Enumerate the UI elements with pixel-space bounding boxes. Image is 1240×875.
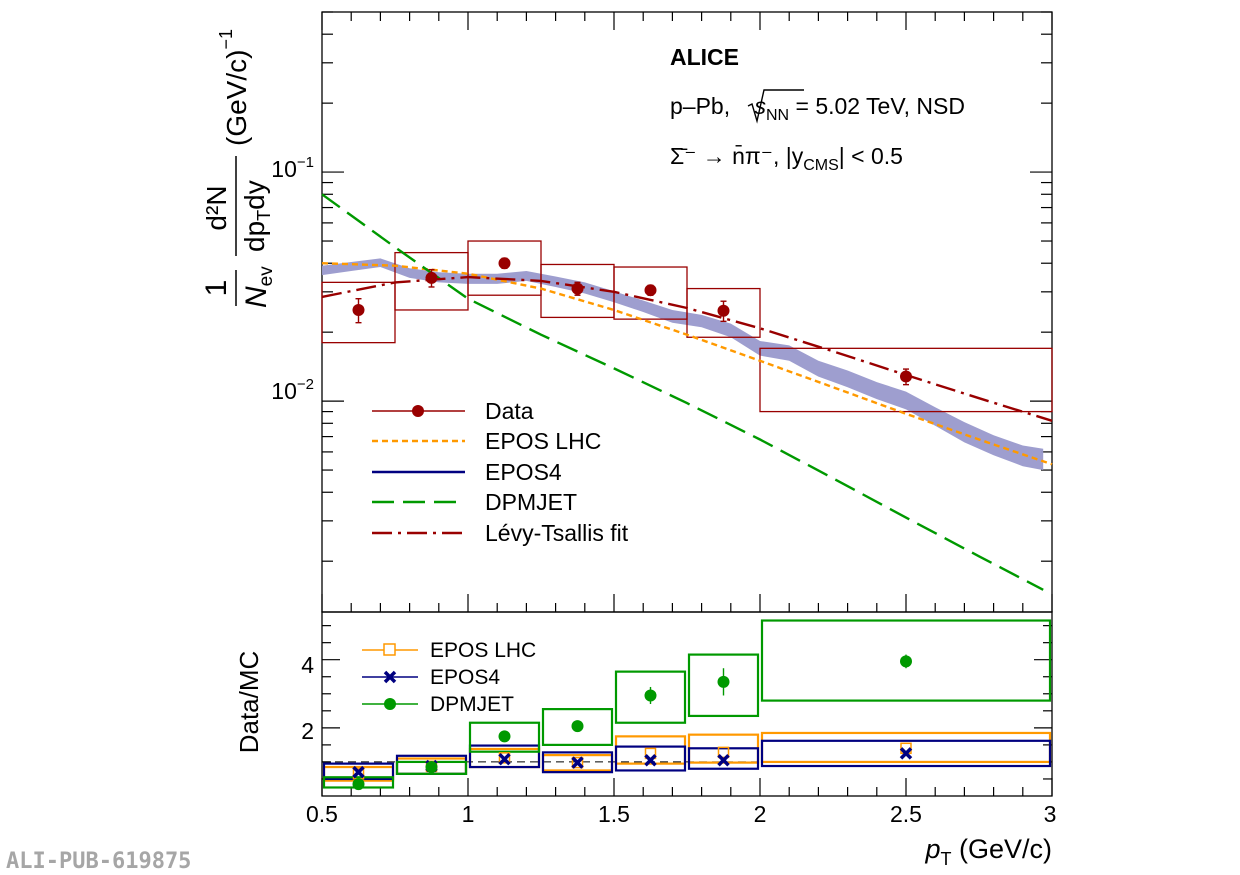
epos4-ratio-point [899, 747, 913, 760]
ratio-legend-item-epos-lhc: EPOS LHC [362, 639, 536, 662]
sqrt-sign [747, 89, 804, 124]
data-syst-box [686, 287, 761, 338]
x-axis-title: pT (GeV/c) [924, 834, 1052, 869]
experiment-label: ALICE [670, 44, 739, 70]
ratio-legend-item-epos4: EPOS4 [362, 666, 500, 689]
x-tick-label: 3 [1044, 801, 1057, 827]
dpmjet-ratio-syst-box [468, 721, 541, 753]
epos-lhc-ratio-point [717, 746, 730, 759]
epos4-ratio-syst-box [614, 745, 687, 772]
data-point [900, 370, 912, 383]
legend-label: DPMJET [485, 489, 577, 515]
x-tick-label: 1 [462, 801, 475, 827]
data-point [717, 304, 730, 317]
epos4-ratio-syst-box [687, 747, 760, 770]
legend-data-marker [412, 405, 424, 417]
legend-label: EPOS LHC [430, 639, 536, 662]
x-tick-labels: 0.5 1 1.5 2 2.5 3 [306, 801, 1056, 827]
y-title-den: dpTdy [239, 180, 274, 252]
dpmjet-ratio-point [425, 761, 438, 774]
legend-label: EPOS LHC [485, 428, 601, 454]
svg-text:p–Pb, sNN = 5.02 TeV, NSD: p–Pb, sNN = 5.02 TeV, NSD [670, 93, 965, 124]
dpmjet-curve [321, 193, 1044, 591]
legend-label: EPOS4 [485, 459, 562, 485]
ratio-tick-label: 4 [301, 652, 314, 678]
data-syst-box [321, 281, 396, 344]
dpmjet-ratio-point [717, 675, 730, 688]
x-tick-label: 2 [754, 801, 767, 827]
data-syst-box [759, 347, 1053, 413]
ratio-legend-item-dpmjet: DPMJET [362, 693, 514, 716]
legend-label: Lévy-Tsallis fit [485, 520, 629, 546]
dpmjet-ratio-point [644, 689, 657, 702]
legend-item-dpmjet: DPMJET [372, 489, 577, 515]
ratio-axis-title: Data/MC [234, 651, 264, 754]
y-tick-label: 10−2 [271, 376, 314, 404]
epos-lhc-ratio-point [498, 752, 511, 764]
open-square-marker [383, 643, 396, 656]
x-tick-label: 2.5 [890, 801, 922, 827]
legend-bottom: EPOS LHC EPOS4 DPMJET [362, 639, 536, 716]
y-title-units: (GeV/c)−1 [216, 29, 252, 146]
data-point [498, 257, 511, 270]
data-point [571, 282, 584, 295]
decay-channel-label: Σ̄⁻ → n̄π⁻, |yCMS| < 0.5 [670, 143, 903, 174]
legend-label: Data [485, 398, 534, 424]
x-tick-label: 0.5 [306, 801, 338, 827]
legend-top: Data EPOS LHC EPOS4 DPMJET Lévy-Tsallis … [372, 398, 629, 546]
collision-system-label: p–Pb, sNN = 5.02 TeV, NSD [670, 89, 965, 124]
epos-lhc-ratio-syst-box [760, 731, 1052, 764]
data-point [644, 284, 657, 297]
dpmjet-ratio-syst-box [760, 619, 1052, 702]
epos4-ratio-syst-box [760, 739, 1052, 768]
epos4-ratio-syst-box [541, 751, 614, 774]
dpmjet-ratio-point [352, 778, 365, 791]
y-title-one: 1 [200, 280, 233, 297]
epos4-ratio-point [498, 752, 511, 766]
epos4-ratio-syst-box [468, 744, 541, 769]
levy-tsallis-curve [321, 275, 1053, 422]
epos4-ratio-point [717, 753, 730, 767]
dpmjet-ratio-syst-box [541, 708, 614, 746]
epos4-ratio-point [352, 765, 365, 779]
legend-label: DPMJET [430, 693, 514, 716]
publication-id-watermark: ALI-PUB-619875 [6, 849, 191, 874]
legend-item-levy-tsallis: Lévy-Tsallis fit [372, 520, 629, 546]
data-point [425, 271, 438, 284]
x-tick-label: 1.5 [598, 801, 630, 827]
epos-lhc-ratio-point [571, 756, 584, 769]
dpmjet-ratio-syst-box [687, 653, 760, 718]
ratio-plot [322, 619, 1052, 791]
dpmjet-ratio-point [900, 655, 912, 668]
y-tick-label: 10−1 [271, 154, 314, 182]
dpmjet-ratio-point [571, 720, 584, 733]
data-point [352, 303, 365, 316]
legend-item-epos4: EPOS4 [372, 459, 562, 485]
legend-item-data: Data [372, 398, 534, 424]
cross-marker [383, 670, 397, 684]
bottom-panel-frame [321, 611, 1053, 797]
filled-circle-marker [384, 698, 396, 710]
epos4-band [322, 258, 1044, 471]
legend-label: EPOS4 [430, 666, 500, 689]
dpmjet-ratio-point [498, 730, 511, 743]
y-axis-title: 1 Nev d²N dpTdy (GeV/c)−1 [200, 29, 277, 308]
epos-lhc-curve [321, 262, 1053, 466]
legend-item-epos-lhc: EPOS LHC [372, 428, 601, 454]
epos4-ratio-point [644, 753, 657, 767]
dpmjet-ratio-syst-box [614, 670, 687, 724]
spectrum-plot [321, 193, 1053, 591]
y-title-num: d²N [201, 185, 232, 230]
ratio-tick-label: 2 [301, 718, 314, 744]
y-title-nev: Nev [240, 266, 277, 308]
epos4-ratio-point [571, 756, 584, 769]
